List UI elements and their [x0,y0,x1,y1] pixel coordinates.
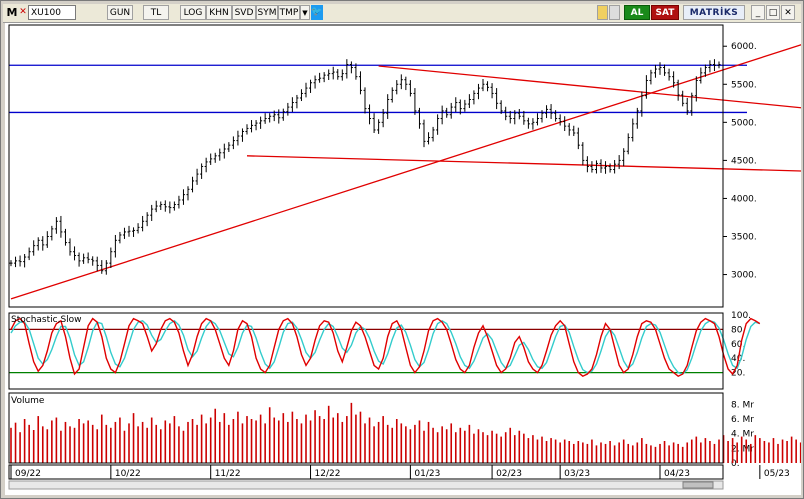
price-tick-label: 5000. [731,118,757,128]
minimize-button[interactable]: _ [751,5,765,20]
stoch-tick-label: 100. [731,311,751,321]
x-tick-label: 10/22 [115,469,141,479]
x-tick-label: 04/23 [664,469,690,479]
symbol-field[interactable]: XU100 [28,5,76,20]
stochastic-panel: 100.80.60.40.20. [9,311,761,379]
scrollbar-thumb [682,481,714,489]
chart-svg: 3000. 3500. 4000. 4500. 5000. 5500. 6000. 100.… [8,24,804,490]
currency-button-tl[interactable]: TL [143,5,169,20]
x-tick-label: 03/23 [564,469,590,479]
close-symbol-icon[interactable]: ✕ [19,7,27,17]
price-tick-label: 6000. [731,42,757,52]
key-icon[interactable] [597,5,608,20]
horizontal-scrollbar [8,480,724,490]
x-axis-strip [8,464,724,480]
stoch-k-line [10,317,761,378]
stochastic-title: Stochastic,Slow [11,315,82,325]
x-tick-label: 09/22 [15,469,41,479]
sym-button[interactable]: SYM [256,5,278,20]
volume-title: Volume [11,396,45,406]
svd-button[interactable]: SVD [232,5,256,20]
volume-tick-label: 6. Mr [731,415,754,425]
stoch-d-line [10,319,761,375]
twitter-icon[interactable]: 🐦 [311,5,323,20]
log-button[interactable]: LOG [180,5,206,20]
period-button-gun[interactable]: GUN [107,5,133,20]
stoch-tick-label: 60. [731,340,745,350]
price-tick-label: 3500. [731,233,757,243]
stoch-tick-label: 80. [731,325,745,335]
x-tick-label: 01/23 [414,469,440,479]
volume-tick-label: 4. Mr [731,430,754,440]
toolbar: M ✕ XU100 GUN TL LOG KHN SVD SYM TMP ▼ 🐦… [3,4,801,23]
volume-tick-label: 8. Mr [731,400,754,410]
maximize-button[interactable]: □ [766,5,780,20]
x-tick-label: 11/22 [215,469,241,479]
buy-button[interactable]: AL [624,5,650,20]
dropdown-arrow-icon[interactable]: ▼ [300,5,310,20]
khn-button[interactable]: KHN [206,5,232,20]
chart-area: 3000. 3500. 4000. 4500. 5000. 5500. 6000. 100.… [5,23,804,495]
x-tick-label: 12/22 [315,469,341,479]
volume-panel: 8. Mr 6. Mr 4. Mr 2. Mr 0. [10,400,802,469]
brand-logo: MATRİKS [683,5,745,20]
price-tick-label: 4500. [731,156,757,166]
volume-tick-label: 2. Mr [731,444,754,454]
volume-tick-label: 0. [731,459,740,469]
price-tick-label: 4000. [731,194,757,204]
price-panel: 3000. 3500. 4000. 4500. 5000. 5500. 6000. [9,42,804,300]
trend-line [246,155,804,172]
trend-line [10,43,804,300]
stoch-tick-label: 20. [731,369,745,379]
price-tick-label: 5500. [731,80,757,90]
panel-frame-1 [8,312,724,390]
x-tick-label: 05/23 [764,469,790,479]
close-window-button[interactable]: ✕ [781,5,795,20]
price-tick-label: 3000. [731,271,757,281]
print-icon[interactable] [609,5,620,20]
panel-frame-2 [8,392,724,464]
panel-frame-0 [8,24,724,308]
menu-m-button[interactable]: M [6,6,18,19]
tmp-button[interactable]: TMP [278,5,300,20]
sell-button[interactable]: SAT [651,5,679,20]
x-tick-label: 02/23 [496,469,522,479]
